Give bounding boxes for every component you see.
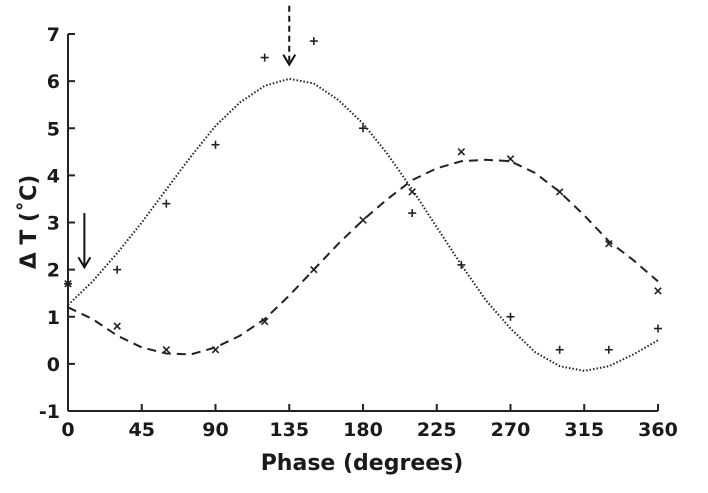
marker-stroke xyxy=(555,188,564,196)
x-tick-label: 135 xyxy=(269,419,309,441)
marker-stroke xyxy=(310,265,318,274)
x-tick-label: 270 xyxy=(491,419,531,441)
cross-marker xyxy=(310,265,318,274)
plot-area xyxy=(64,5,662,372)
cross-marker xyxy=(113,322,121,330)
marker-stroke xyxy=(162,345,171,354)
y-tick-label: 4 xyxy=(47,165,60,187)
dashed-arrow xyxy=(282,5,297,67)
x-tick-label: 0 xyxy=(61,419,74,441)
x-tick-label: 90 xyxy=(202,419,228,441)
y-tick-label: 3 xyxy=(47,213,60,235)
cross-marker xyxy=(408,188,416,196)
marker-stroke xyxy=(654,287,662,295)
marker-stroke xyxy=(605,239,613,248)
plus-marker xyxy=(260,53,269,62)
marker-stroke xyxy=(457,148,466,156)
fit-curve-dashed xyxy=(67,158,659,356)
x-axis-title: Phase (degrees) xyxy=(261,451,464,476)
plus-marker xyxy=(359,124,367,133)
cross-marker xyxy=(605,239,613,248)
marker-stroke xyxy=(359,216,367,224)
marker-stroke xyxy=(113,322,121,330)
y-tick-label: 0 xyxy=(47,354,60,376)
cross-marker xyxy=(457,148,466,156)
y-axis-title: Δ T (˚C) xyxy=(17,175,42,270)
plus-marker xyxy=(604,345,613,354)
marker-stroke xyxy=(260,317,269,326)
arrow-head xyxy=(282,54,297,67)
arrow-head xyxy=(77,256,92,270)
cross-marker xyxy=(506,155,515,163)
plus-marker xyxy=(309,37,318,46)
plus-marker xyxy=(506,312,515,321)
marker-stroke xyxy=(211,345,220,354)
plus-marker xyxy=(113,265,122,274)
plus-marker xyxy=(457,260,466,269)
cross-marker xyxy=(654,287,662,295)
marker-stroke xyxy=(408,188,416,196)
y-tick-label: -1 xyxy=(39,401,60,423)
plus-marker xyxy=(162,199,171,208)
marker-stroke xyxy=(506,155,515,163)
cross-marker xyxy=(359,216,367,224)
x-tick-label: 180 xyxy=(343,419,383,441)
x-tick-label: 225 xyxy=(417,419,457,441)
plus-marker xyxy=(654,324,662,333)
plus-marker xyxy=(555,345,564,354)
plus-marker xyxy=(408,209,417,218)
x-tick-label: 45 xyxy=(129,419,155,441)
cross-marker xyxy=(260,317,269,326)
y-tick-label: 6 xyxy=(47,71,60,93)
cross-marker xyxy=(555,188,564,196)
plus-marker xyxy=(211,140,220,149)
y-tick-label: 1 xyxy=(47,307,60,329)
cross-marker xyxy=(211,345,220,354)
x-tick-label: 360 xyxy=(638,419,678,441)
cross-marker xyxy=(162,345,171,354)
y-tick-label: 7 xyxy=(47,24,60,46)
fit-curve-dotted xyxy=(67,77,659,372)
x-tick-label: 315 xyxy=(564,419,604,441)
y-tick-label: 2 xyxy=(47,260,60,282)
solid-arrow xyxy=(77,213,92,270)
y-tick-label: 5 xyxy=(47,118,60,140)
